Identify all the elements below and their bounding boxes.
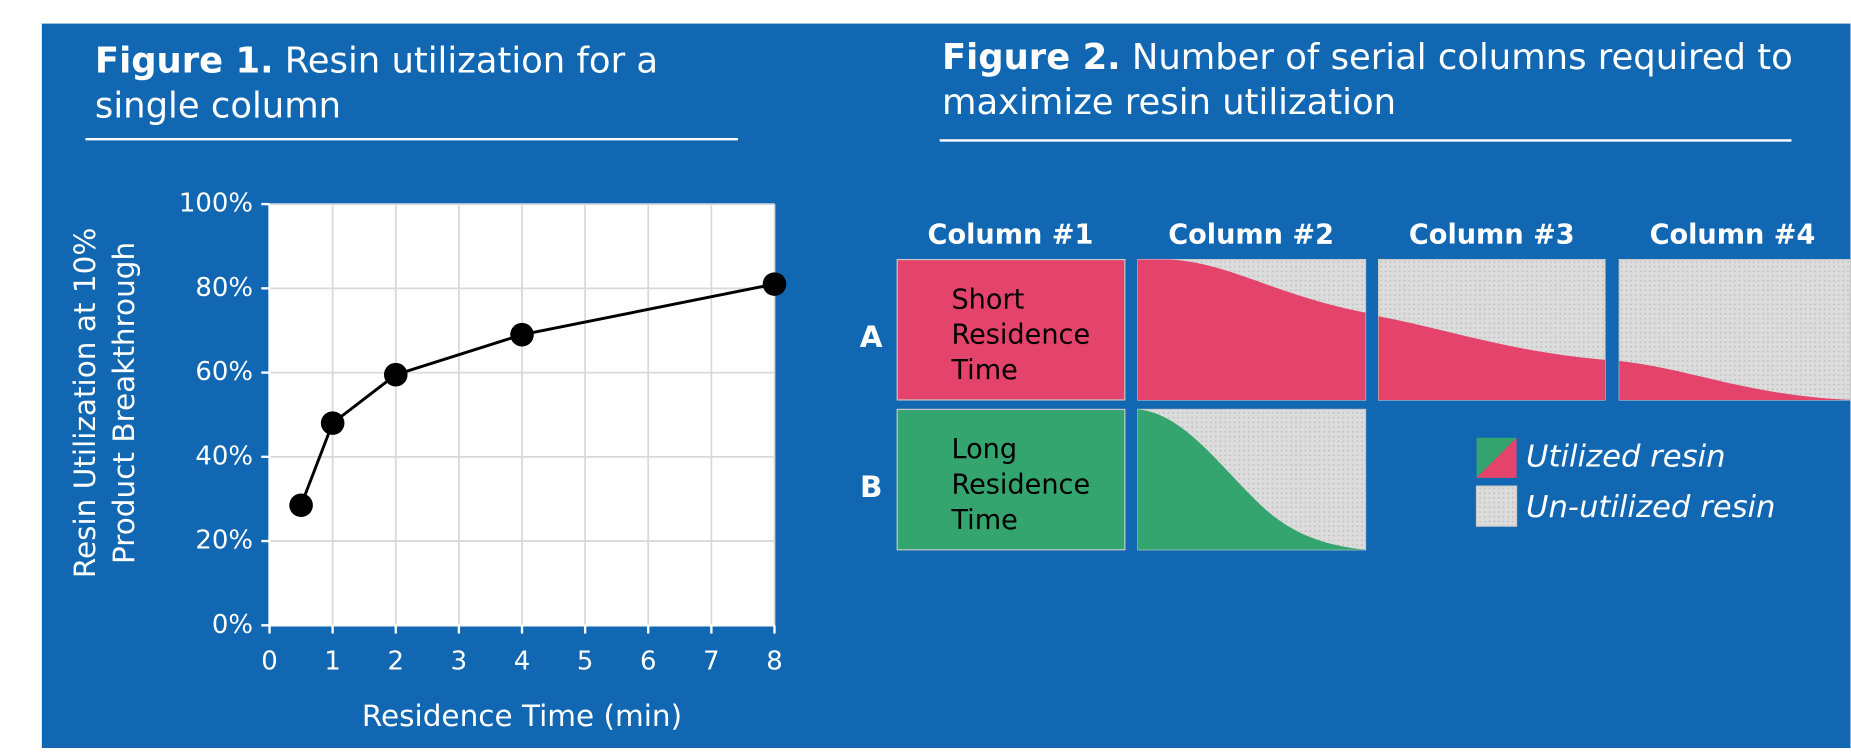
y-tick-label: 100% <box>179 189 253 219</box>
x-tick-label: 8 <box>766 646 783 676</box>
column-label: Column #4 <box>1650 219 1816 250</box>
data-point <box>289 493 313 518</box>
diagram-labels: Column #1 Column #2 Column #3 Column #4 A Sho… <box>860 219 1816 536</box>
figure1-title: Figure 1. Resin utilization for a <box>95 41 658 82</box>
data-point <box>320 411 345 435</box>
utilized-area <box>1137 259 1366 400</box>
y-tick-label: 0% <box>212 610 253 640</box>
row-label: B <box>860 470 882 504</box>
figure2-title: Figure 2. Number of serial columns requi… <box>942 37 1793 78</box>
column-label: Column #2 <box>1168 219 1334 250</box>
utilized-area <box>1137 409 1366 550</box>
column-label: Column #3 <box>1409 219 1575 250</box>
legend-label: Utilized resin <box>1526 439 1726 474</box>
block-text: Short <box>951 284 1024 315</box>
utilized-area <box>1619 361 1851 400</box>
x-tick-label: 5 <box>577 646 594 676</box>
utilized-area <box>1378 316 1606 400</box>
chart: 0% 20% 40% 60% 80% 100% 0 1 2 3 4 5 6 7 8 Residence Tim… <box>68 189 787 733</box>
block-text: Time <box>950 505 1017 536</box>
block-text: Residence <box>951 470 1090 501</box>
block-text: Residence <box>951 320 1090 351</box>
utilized-block <box>896 408 1126 551</box>
y-tick-label: 40% <box>195 441 253 471</box>
row-label: A <box>860 320 883 354</box>
x-tick-label: 6 <box>640 646 657 676</box>
data-point <box>510 322 534 347</box>
block-text: Time <box>950 355 1017 386</box>
data-point <box>383 362 408 387</box>
y-axis-label: Resin Utilization at 10% <box>68 228 102 579</box>
y-tick-label: 80% <box>195 273 253 303</box>
figure1-title: single column <box>95 85 341 126</box>
data-point <box>762 272 787 296</box>
y-tick-label: 20% <box>195 526 253 556</box>
x-tick-label: 0 <box>261 646 278 676</box>
figure2-title: maximize resin utilization <box>942 82 1396 123</box>
utilized-block <box>896 258 1126 401</box>
diagram <box>896 258 1851 551</box>
x-tick-label: 1 <box>324 646 341 676</box>
column-label: Column #1 <box>928 219 1094 250</box>
x-tick-label: 7 <box>703 646 720 676</box>
y-tick-label: 60% <box>195 357 253 387</box>
x-tick-label: 2 <box>388 646 405 676</box>
x-axis-label: Residence Time (min) <box>362 699 682 733</box>
block-text: Long <box>951 434 1017 465</box>
x-tick-label: 3 <box>451 646 468 676</box>
legend-swatch <box>1475 485 1518 527</box>
x-tick-label: 4 <box>514 646 531 676</box>
legend-label: Un-utilized resin <box>1526 490 1775 525</box>
y-axis-label: Product Breakthrough <box>107 242 141 564</box>
